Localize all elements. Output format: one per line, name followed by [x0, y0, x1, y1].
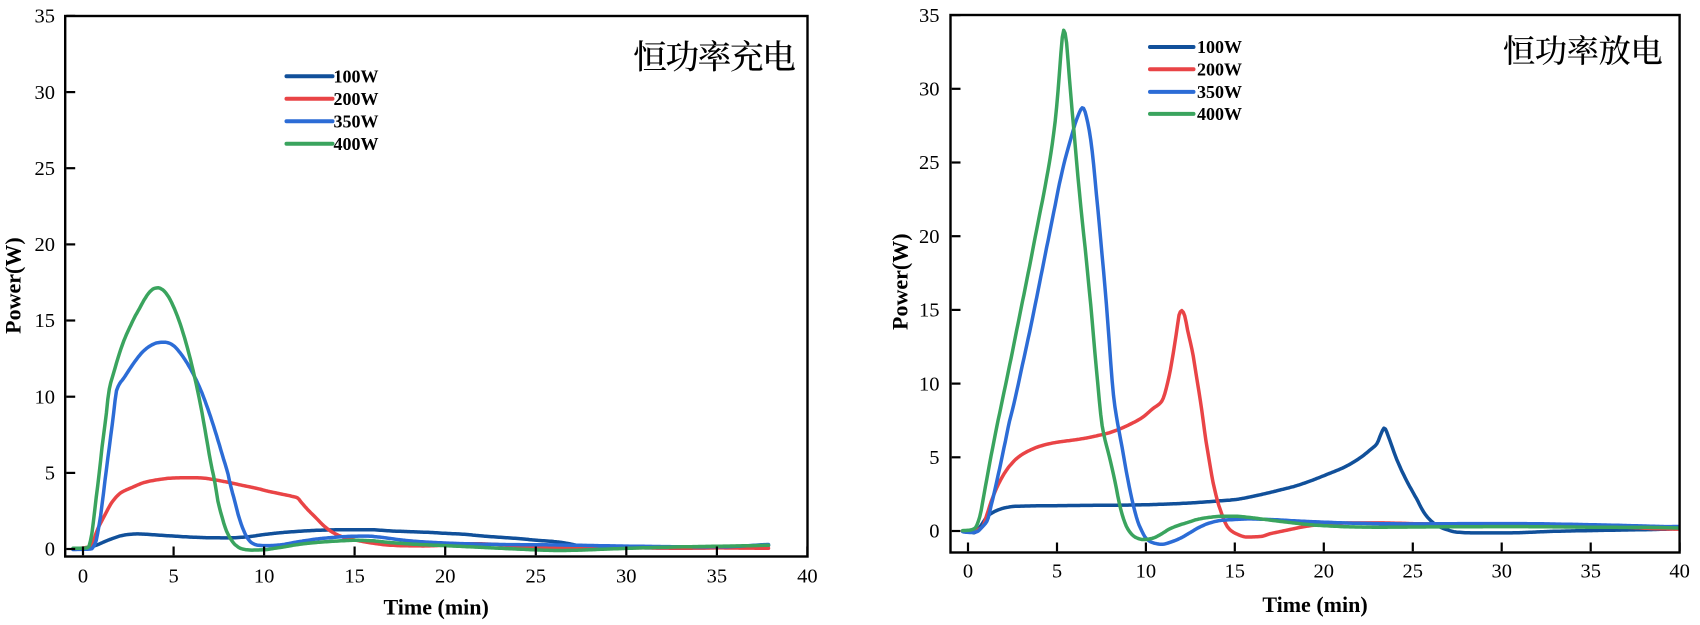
svg-text:5: 5	[1052, 561, 1062, 583]
svg-text:0: 0	[929, 521, 939, 543]
svg-text:Power(W): Power(W)	[1, 237, 26, 334]
svg-text:20: 20	[1314, 561, 1335, 583]
svg-text:0: 0	[78, 566, 88, 588]
svg-text:30: 30	[616, 566, 637, 588]
svg-text:25: 25	[526, 566, 547, 588]
svg-text:40: 40	[797, 566, 818, 588]
svg-text:200W: 200W	[1197, 59, 1242, 79]
svg-text:0: 0	[963, 561, 973, 583]
svg-text:25: 25	[919, 152, 940, 174]
svg-text:Power(W): Power(W)	[888, 233, 913, 330]
svg-text:20: 20	[35, 234, 56, 256]
svg-text:10: 10	[1136, 561, 1157, 583]
svg-text:100W: 100W	[1197, 37, 1242, 57]
svg-text:15: 15	[1225, 561, 1246, 583]
svg-text:35: 35	[707, 566, 728, 588]
svg-text:40: 40	[1669, 561, 1690, 583]
svg-text:100W: 100W	[334, 67, 379, 87]
svg-text:30: 30	[1491, 561, 1512, 583]
svg-text:15: 15	[919, 300, 940, 322]
svg-text:Time (min): Time (min)	[1262, 592, 1367, 617]
svg-text:10: 10	[35, 386, 56, 408]
svg-text:5: 5	[929, 447, 939, 469]
svg-text:350W: 350W	[1197, 82, 1242, 102]
svg-text:15: 15	[35, 310, 56, 332]
svg-text:30: 30	[919, 79, 940, 101]
svg-text:5: 5	[168, 566, 178, 588]
svg-text:35: 35	[35, 6, 56, 28]
svg-text:20: 20	[919, 226, 940, 248]
svg-text:10: 10	[254, 566, 275, 588]
svg-text:400W: 400W	[1197, 104, 1242, 124]
svg-text:25: 25	[1403, 561, 1424, 583]
svg-text:25: 25	[35, 158, 56, 180]
svg-text:10: 10	[919, 373, 940, 395]
svg-text:20: 20	[435, 566, 456, 588]
svg-text:200W: 200W	[334, 89, 379, 109]
svg-text:35: 35	[1580, 561, 1601, 583]
svg-text:350W: 350W	[334, 112, 379, 132]
svg-text:30: 30	[35, 82, 56, 104]
svg-text:Time (min): Time (min)	[384, 595, 489, 620]
svg-text:15: 15	[344, 566, 365, 588]
svg-text:400W: 400W	[334, 134, 379, 154]
svg-text:5: 5	[45, 463, 55, 485]
svg-text:35: 35	[919, 5, 940, 27]
svg-text:0: 0	[45, 539, 55, 561]
